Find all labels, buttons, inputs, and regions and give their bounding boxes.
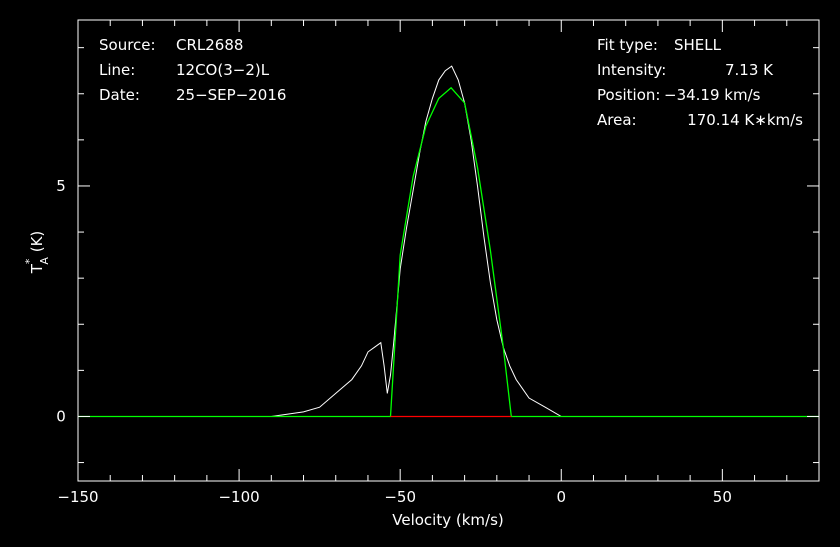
date-value: 25−SEP−2016 <box>176 86 286 104</box>
fit-intensity-label: Intensity: <box>597 61 666 79</box>
line-label: Line: <box>99 61 135 79</box>
fit-type-value: SHELL <box>674 36 722 54</box>
y-axis-label-unit: (K) <box>28 231 46 257</box>
fit-area-label: Area: <box>597 111 637 129</box>
fit-position-value: −34.19 km/s <box>664 86 761 104</box>
x-tick-label: −150 <box>57 488 98 506</box>
y-tick-label: 5 <box>56 177 66 195</box>
x-tick-label: −50 <box>384 488 416 506</box>
header-info: Source: CRL2688 Line: 12CO(3−2)L Date: 2… <box>99 36 286 104</box>
data-layer <box>78 65 819 418</box>
fit-position-label: Position: <box>597 86 660 104</box>
source-label: Source: <box>99 36 156 54</box>
y-axis-label: T* A (K) <box>23 231 51 275</box>
x-axis-label: Velocity (km/s) <box>392 511 503 529</box>
y-axis-label-main: T <box>28 263 46 274</box>
fit-area-value: 170.14 K∗km/s <box>687 111 803 129</box>
fit-info: Fit type: SHELL Intensity: 7.13 K Positi… <box>597 36 803 129</box>
ticks-layer: −150 −100 −50 0 50 0 5 <box>56 20 820 506</box>
plot-frame <box>77 19 820 482</box>
date-label: Date: <box>99 86 140 104</box>
y-axis-label-sup: * <box>23 258 36 264</box>
x-tick-label: 50 <box>713 488 732 506</box>
y-axis-label-sub: A <box>38 257 51 265</box>
x-tick-label: −100 <box>218 488 259 506</box>
observed-spectrum-line <box>78 65 819 417</box>
fit-type-label: Fit type: <box>597 36 658 54</box>
x-tick-label: 0 <box>556 488 566 506</box>
fit-intensity-value: 7.13 K <box>725 61 774 79</box>
svg-text:T*A (K): T* A (K) <box>23 231 51 275</box>
y-tick-label: 0 <box>56 407 66 425</box>
line-value: 12CO(3−2)L <box>176 61 270 79</box>
shell-fit-line <box>78 86 819 418</box>
source-value: CRL2688 <box>176 36 243 54</box>
